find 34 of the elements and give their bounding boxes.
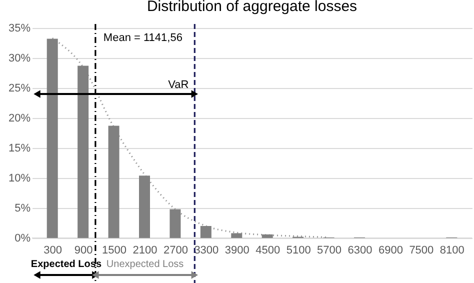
annotation: VaR [168, 79, 189, 91]
bar [108, 126, 120, 238]
chart-title: Distribution of aggregate losses [146, 0, 358, 15]
y-tick-label: 10% [8, 172, 31, 184]
y-tick-label: 5% [14, 202, 31, 214]
x-tick-label: 300 [44, 244, 62, 256]
y-tick-label: 35% [8, 22, 31, 34]
bar [231, 233, 242, 238]
bar [78, 66, 89, 238]
y-tick-label: 20% [8, 112, 31, 124]
x-tick-label: 5700 [317, 244, 342, 256]
ref-line-label: Mean = 1141,56 [103, 32, 182, 44]
x-tick-label: 5100 [286, 244, 311, 256]
x-tick-label: 2100 [132, 244, 158, 256]
x-tick-label: 7500 [409, 244, 434, 256]
y-tick-label: 25% [8, 82, 31, 94]
bar [139, 176, 150, 238]
bar [170, 209, 181, 238]
y-tick-label: 15% [8, 142, 31, 154]
text: Expected Loss [30, 259, 102, 270]
y-tick-label: 30% [8, 52, 31, 64]
x-tick-label: 2700 [163, 244, 188, 256]
x-tick-label: 900 [74, 244, 93, 256]
x-tick-label: 3900 [224, 244, 250, 256]
x-tick-label: 1500 [102, 244, 127, 256]
x-tick-label: 6900 [378, 244, 403, 256]
x-tick-label: 6300 [348, 244, 372, 256]
bar [200, 226, 212, 238]
bar [262, 234, 273, 238]
x-tick-label: 4500 [256, 244, 280, 256]
bar [46, 38, 58, 238]
y-tick-label: 0% [14, 232, 31, 244]
x-tick-label: 8100 [440, 244, 464, 256]
text: Unexpected Loss [106, 259, 184, 270]
